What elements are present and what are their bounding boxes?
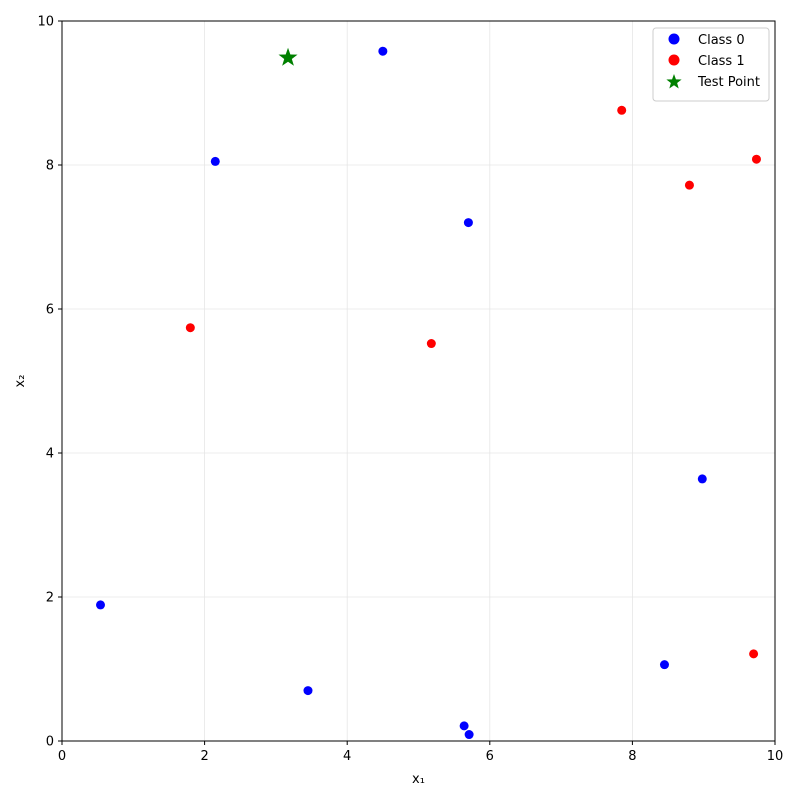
x-tick-label: 10 [767,749,784,764]
x-tick-label: 2 [200,749,208,764]
test-point-marker [278,47,298,66]
data-point [749,649,759,659]
legend-label: Class 1 [698,54,745,69]
y-tick-label: 4 [46,447,54,462]
legend-label: Class 0 [698,33,745,48]
x-tick-label: 6 [486,749,494,764]
legend: Class 0 Class 1 Test Point [652,27,770,102]
data-point [303,686,313,696]
data-point [617,105,627,115]
y-tick-label: 8 [46,159,54,174]
data-point [463,218,473,228]
legend-marker [668,54,680,66]
x-axis-label: x₁ [412,772,425,787]
legend-box [652,27,770,102]
data-point [459,721,469,731]
data-point [426,339,436,349]
data-point [697,474,707,484]
y-tick-label: 6 [46,303,54,318]
x-tick-label: 8 [628,749,636,764]
x-tick-label: 4 [343,749,351,764]
data-point [464,730,474,740]
data-point [210,156,220,166]
y-tick-label: 10 [37,15,54,30]
plot-area [62,21,775,741]
plot-frame [61,20,776,742]
data-points [96,46,761,740]
y-tick-label: 2 [46,591,54,606]
data-point [378,46,388,56]
y-axis-label: x₂ [13,375,28,388]
legend-label: Test Point [697,75,760,90]
data-point [659,660,669,670]
data-point [96,600,106,610]
data-point [751,154,761,164]
data-point [185,323,195,333]
axis-ticks: 0 2 4 6 8 10 0 2 4 6 8 10 [37,15,783,765]
x-tick-label: 0 [58,749,66,764]
legend-marker [668,33,680,45]
y-tick-label: 0 [46,735,54,750]
legend-marker-test-point [666,74,682,89]
data-point [684,180,694,190]
